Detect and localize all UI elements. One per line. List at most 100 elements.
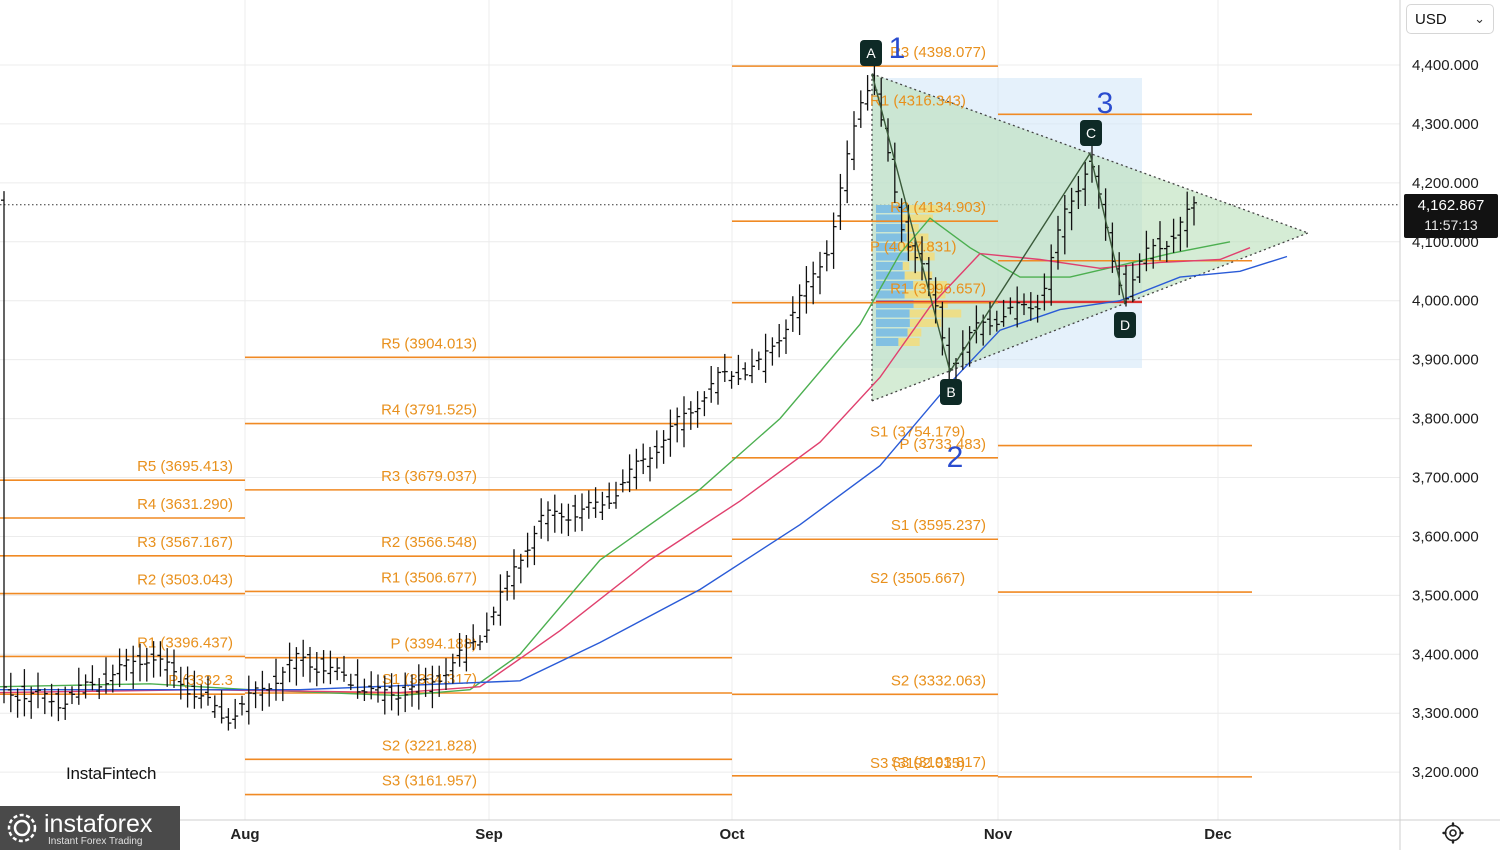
pivot-label: R1 (3396.437)	[137, 634, 233, 651]
ohlc-bar	[674, 407, 681, 443]
ohlc-bar	[504, 570, 511, 601]
ohlc-bar	[205, 676, 211, 706]
ohlc-bar	[177, 666, 184, 700]
price-tick-label: 4,400.000	[1412, 57, 1479, 74]
instaforex-logo: instaforex Instant Forex Trading	[0, 806, 180, 850]
volume-bar	[904, 290, 946, 299]
ohlc-bar	[436, 665, 443, 697]
volume-bar	[909, 319, 942, 327]
ohlc-bar	[1129, 262, 1136, 303]
ohlc-bar	[837, 173, 844, 230]
ohlc-bar	[143, 647, 150, 682]
ohlc-bar	[375, 674, 381, 703]
pivot-label: R4 (3791.525)	[381, 402, 477, 419]
ohlc-bar	[21, 669, 28, 717]
ohlc-bar	[864, 75, 871, 111]
current-price-badge: 4,162.867 11:57:13	[1404, 194, 1498, 238]
volume-bar	[876, 214, 902, 223]
ohlc-bar	[721, 353, 728, 382]
volume-bar	[913, 300, 948, 308]
pivot-label: R2 (4134.903)	[890, 199, 986, 216]
ohlc-bar	[75, 667, 82, 705]
ohlc-bar	[1191, 196, 1197, 226]
volume-profile	[876, 205, 1142, 346]
ohlc-bar	[381, 675, 388, 715]
svg-text:C: C	[1086, 125, 1096, 141]
ohlc-bar	[7, 672, 14, 713]
ohlc-bar	[279, 666, 286, 702]
ohlc-bar	[28, 686, 35, 719]
ohlc-bar	[1177, 216, 1184, 252]
ohlc-bar	[1163, 240, 1170, 263]
ohlc-bar	[708, 366, 715, 403]
ohlc-bar	[422, 667, 429, 697]
pivot-label: S2 (3221.828)	[382, 737, 477, 754]
ohlc-bar	[776, 323, 783, 358]
ohlc-bar	[300, 639, 307, 677]
pivot-label: R1 (4316.343)	[870, 92, 966, 109]
volume-bar	[876, 243, 900, 251]
pivot-label: R3 (3567.167)	[137, 534, 233, 551]
ohlc-bar	[1157, 221, 1163, 261]
ohlc-bar	[429, 665, 436, 709]
ohlc-bar	[402, 672, 409, 713]
ohlc-bar	[1184, 191, 1191, 248]
ohlc-bar	[150, 641, 157, 678]
pivot-label: S1 (3754.179)	[870, 424, 965, 441]
svg-text:D: D	[1120, 317, 1130, 333]
ohlc-bar	[783, 319, 789, 354]
volume-bar	[876, 281, 914, 289]
ohlc-bar	[647, 446, 653, 482]
ohlc-bar	[368, 671, 375, 700]
ohlc-bar	[239, 695, 245, 716]
ohlc-bar	[1123, 265, 1129, 307]
ohlc-bar	[1027, 292, 1034, 321]
ohlc-bar	[585, 490, 592, 519]
ohlc-bar	[810, 261, 817, 305]
moving-averages	[0, 217, 1288, 697]
ohlc-bar	[619, 469, 626, 493]
gear-icon[interactable]	[1442, 822, 1464, 844]
ohlc-bar	[613, 481, 619, 509]
pivot-label: P (3394.188)	[391, 636, 477, 653]
ohlc-bar	[137, 643, 143, 682]
ohlc-bar	[82, 674, 89, 699]
sma-fast-line	[0, 217, 1231, 697]
ohlc-bar	[844, 140, 851, 204]
wave-label-3: 3	[1097, 87, 1114, 120]
current-price-value: 4,162.867	[1417, 197, 1485, 214]
ohlc-bar	[1136, 253, 1143, 283]
ohlc-bar	[313, 652, 320, 687]
pivot-label: S2 (3332.063)	[891, 672, 986, 689]
pivot-label: S2 (3505.667)	[870, 570, 965, 587]
ohlc-bar	[490, 606, 497, 626]
pivot-label: P (3733.483)	[900, 436, 986, 453]
ohlc-bar	[96, 678, 103, 700]
pivot-label: P (4067.831)	[870, 239, 956, 256]
volume-bar	[876, 252, 908, 261]
ohlc-bar	[463, 634, 470, 672]
ohlc-bar	[715, 367, 721, 405]
ohlc-bar	[157, 641, 164, 677]
ohlc-bar	[1000, 299, 1007, 327]
ohlc-bar	[477, 635, 483, 651]
ohlc-bar	[1007, 297, 1014, 315]
ohlc-bar	[184, 666, 191, 708]
ohlc-bar	[334, 658, 341, 681]
ohlc-bar	[443, 658, 449, 691]
month-tick-label: Dec	[1204, 826, 1232, 843]
ohlc-bar	[640, 443, 647, 475]
svg-text:B: B	[946, 384, 955, 400]
triangle-upper-edge	[871, 73, 1309, 234]
ohlc-bar	[1143, 230, 1150, 272]
ohlc-bar	[606, 482, 613, 509]
ohlc-bar	[252, 681, 259, 709]
currency-select[interactable]: USD ⌄	[1406, 4, 1494, 34]
ohlc-bar	[551, 494, 558, 533]
pivot-label: R5 (3695.413)	[137, 458, 233, 475]
sma-mid-line	[0, 247, 1251, 694]
sma-slow-line	[0, 255, 1288, 691]
ohlc-bar	[912, 237, 919, 274]
